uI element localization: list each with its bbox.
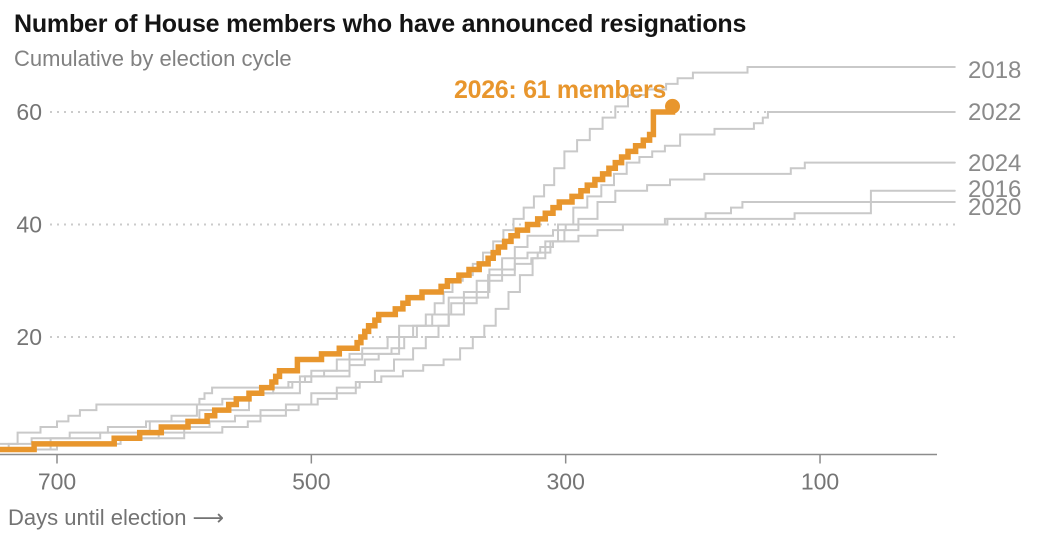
series-line-2024 xyxy=(0,161,956,451)
x-tick-label-300: 300 xyxy=(546,469,584,495)
x-tick-label-700: 700 xyxy=(38,469,76,495)
series-end-label-2016: 2016 xyxy=(968,176,1021,203)
series-line-2020 xyxy=(0,201,956,451)
x-axis-caption-text: Days until election xyxy=(8,505,187,530)
series-end-label-2022: 2022 xyxy=(968,99,1021,126)
series-line-2022 xyxy=(0,111,956,451)
series-line-2018 xyxy=(0,66,956,451)
y-tick-label-60: 60 xyxy=(16,99,42,125)
series-line-2026 xyxy=(0,103,676,453)
current-point-dot xyxy=(665,98,681,114)
series-line-2016 xyxy=(0,189,956,445)
page-title: Number of House members who have announc… xyxy=(14,10,747,38)
highlight-annotation: 2026: 61 members xyxy=(400,76,666,105)
y-tick-label-20: 20 xyxy=(16,324,42,350)
series-end-label-2024: 2024 xyxy=(968,150,1021,177)
highlight-annotation-text: 2026: 61 members xyxy=(453,76,666,104)
x-axis-caption: Days until election ⟶ xyxy=(8,505,224,531)
y-tick-label-40: 40 xyxy=(16,212,42,238)
x-tick-label-100: 100 xyxy=(801,469,839,495)
right-arrow-icon: ⟶ xyxy=(192,505,225,530)
x-tick-label-500: 500 xyxy=(292,469,330,495)
chart-subtitle: Cumulative by election cycle xyxy=(14,46,292,71)
series-end-label-2020: 2020 xyxy=(968,194,1021,221)
series-end-label-2018: 2018 xyxy=(968,57,1021,84)
